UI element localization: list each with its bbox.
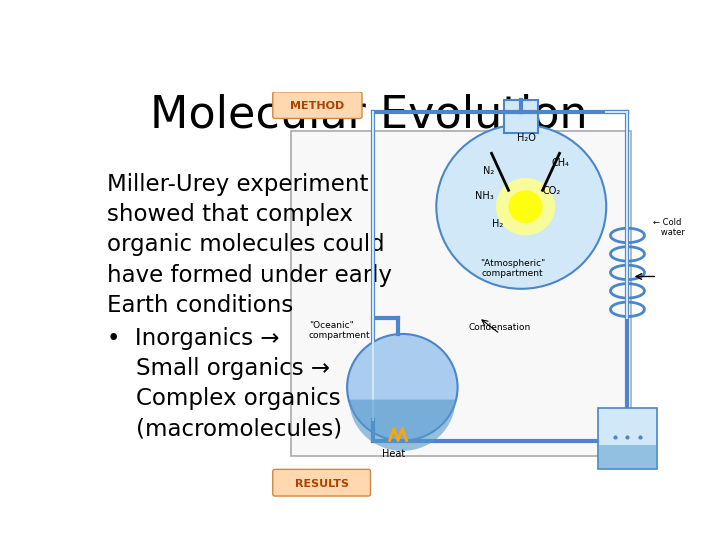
Text: "Atmospheric"
compartment: "Atmospheric" compartment bbox=[480, 259, 546, 279]
Text: N₂: N₂ bbox=[483, 166, 495, 176]
Text: CH₄: CH₄ bbox=[551, 158, 569, 168]
Text: METHOD: METHOD bbox=[290, 101, 344, 111]
Circle shape bbox=[508, 190, 543, 223]
Text: •  Inorganics →
    Small organics →
    Complex organics
    (macromolecules): • Inorganics → Small organics → Complex … bbox=[107, 327, 342, 440]
FancyBboxPatch shape bbox=[273, 92, 362, 118]
Text: Condensation: Condensation bbox=[469, 323, 531, 332]
Text: Miller-Urey experiment
showed that complex
organic molecules could
have formed u: Miller-Urey experiment showed that compl… bbox=[107, 173, 392, 316]
Text: "Oceanic"
compartment: "Oceanic" compartment bbox=[309, 321, 371, 340]
Text: CO₂: CO₂ bbox=[543, 186, 561, 197]
Text: NH₃: NH₃ bbox=[474, 191, 493, 200]
Text: Molecular Evolution: Molecular Evolution bbox=[150, 94, 588, 137]
Circle shape bbox=[496, 178, 555, 235]
Bar bbox=[291, 131, 631, 456]
Text: H₂: H₂ bbox=[492, 219, 503, 230]
FancyBboxPatch shape bbox=[273, 469, 371, 496]
Wedge shape bbox=[349, 400, 456, 451]
Circle shape bbox=[436, 125, 606, 289]
Text: ← Cold
   water: ← Cold water bbox=[653, 218, 685, 238]
Circle shape bbox=[347, 334, 458, 441]
Bar bbox=[504, 100, 539, 133]
Bar bbox=[598, 408, 657, 469]
Text: H₂O: H₂O bbox=[517, 133, 536, 143]
Text: RESULTS: RESULTS bbox=[294, 479, 348, 489]
Bar bbox=[598, 445, 657, 469]
Text: Heat: Heat bbox=[382, 449, 405, 459]
